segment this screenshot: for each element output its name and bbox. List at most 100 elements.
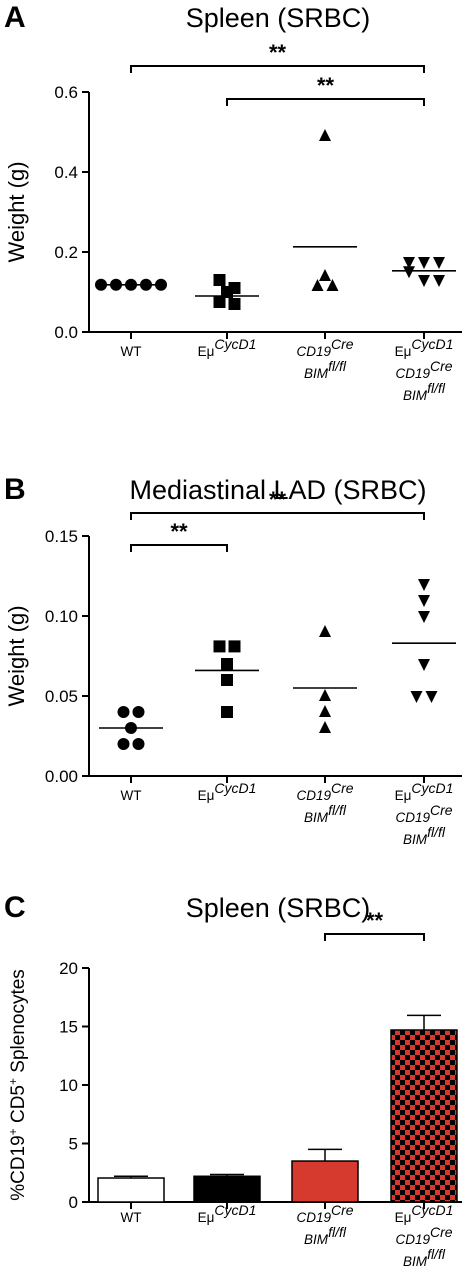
- category-label-text: Eμ: [395, 1210, 412, 1225]
- data-point: [213, 296, 226, 308]
- category-label-sup: CycD1: [411, 780, 453, 796]
- panel-b: B Mediastinal LAD (SRBC) Weight (g) 0.00 0.0…: [4, 473, 462, 847]
- significance-label: **: [269, 40, 287, 65]
- category-label: CD19Cre: [296, 1202, 353, 1225]
- data-point: [418, 257, 430, 269]
- y-axis-label-part: CD5: [8, 1085, 29, 1128]
- significance-label: **: [170, 519, 188, 544]
- category-label: CD19Cre: [395, 358, 452, 381]
- data-point: [117, 738, 130, 750]
- data-point: [221, 658, 233, 670]
- category-label-text: WT: [121, 1210, 142, 1225]
- y-tick-label: 0.10: [45, 607, 78, 626]
- data-point: [221, 706, 233, 718]
- data-point: [319, 705, 331, 717]
- data-point: [410, 691, 423, 703]
- data-point: [418, 275, 430, 287]
- y-axis-label: Weight (g): [4, 605, 29, 706]
- bar: [390, 1029, 458, 1203]
- significance-label: **: [269, 487, 287, 512]
- data-point: [433, 275, 445, 287]
- data-point: [213, 274, 226, 286]
- y-tick-label: 5: [69, 1135, 78, 1154]
- category-label-text: CD19: [296, 344, 331, 359]
- y-axis-label: Weight (g): [4, 161, 29, 262]
- category-label-sup: fl/fl: [328, 802, 347, 818]
- category-label: EμCycD1: [395, 336, 454, 359]
- significance-bracket: [226, 98, 425, 106]
- y-axis-label-part: Splenocytes: [8, 969, 29, 1078]
- y-tick-label: 0.05: [45, 687, 78, 706]
- data-point: [319, 625, 331, 637]
- data-point: [319, 269, 331, 281]
- panel-c: C Spleen (SRBC)%CD19+ CD5+ Splenocytes051…: [4, 891, 462, 1269]
- category-label: BIMfl/fl: [304, 802, 347, 825]
- category-label: CD19Cre: [296, 780, 353, 803]
- category-label-sup: fl/fl: [328, 358, 347, 374]
- category-label: EμCycD1: [395, 1202, 454, 1225]
- y-tick-label: 10: [59, 1076, 78, 1095]
- data-point: [418, 595, 430, 607]
- significance-bracket: [130, 544, 228, 552]
- y-tick-label: 15: [59, 1018, 78, 1037]
- category-label-text: CD19: [395, 366, 430, 381]
- category-label-text: BIM: [403, 1254, 428, 1269]
- data-point: [319, 721, 331, 733]
- data-point: [319, 689, 331, 701]
- category-label: EμCycD1: [395, 780, 454, 803]
- category-label: CD19Cre: [395, 1224, 452, 1247]
- data-point: [319, 129, 331, 141]
- category-label-text: CD19: [395, 810, 430, 825]
- category-label-sup: Cre: [331, 780, 354, 796]
- category-label-text: BIM: [403, 388, 428, 403]
- data-point: [132, 706, 145, 718]
- significance-label: **: [366, 908, 384, 933]
- y-tick-label: 20: [59, 959, 78, 978]
- chart-title: Mediastinal LAD (SRBC): [129, 475, 426, 505]
- panel-letter: C: [4, 891, 26, 924]
- category-label: BIMfl/fl: [403, 380, 446, 403]
- data-point: [403, 266, 415, 279]
- category-label-text: BIM: [304, 1232, 329, 1247]
- y-tick-label: 0.2: [54, 243, 78, 262]
- category-label-text: WT: [121, 344, 142, 359]
- data-point: [418, 579, 430, 591]
- y-tick-label: 0.6: [54, 83, 78, 102]
- category-label-text: Eμ: [198, 1210, 215, 1225]
- data-point: [221, 286, 233, 298]
- category-label-text: BIM: [403, 832, 428, 847]
- data-point: [228, 640, 241, 653]
- category-label-text: BIM: [304, 810, 329, 825]
- data-point: [418, 659, 430, 671]
- y-tick-label: 0.4: [54, 163, 78, 182]
- category-label-text: CD19: [296, 788, 331, 803]
- category-label-sup: Cre: [430, 358, 453, 374]
- category-label: CD19Cre: [296, 336, 353, 359]
- category-label-sup: CycD1: [214, 336, 256, 352]
- data-point: [213, 640, 226, 653]
- category-label-text: CD19: [395, 1232, 430, 1247]
- y-tick-label: 0.15: [45, 527, 78, 546]
- chart-title: Spleen (SRBC): [186, 893, 371, 923]
- significance-bracket: [130, 512, 425, 520]
- category-label-sup: CycD1: [411, 1202, 453, 1218]
- bar: [193, 1175, 261, 1203]
- category-label-sup: Cre: [331, 1202, 354, 1218]
- data-point: [403, 257, 415, 269]
- data-point: [326, 279, 339, 291]
- category-label-sup: fl/fl: [427, 1246, 446, 1262]
- category-label-sup: Cre: [331, 336, 354, 352]
- y-tick-label: 0: [69, 1193, 78, 1212]
- category-label: BIMfl/fl: [304, 1224, 347, 1247]
- y-axis-label-part: %CD19: [8, 1135, 29, 1200]
- category-label-sup: CycD1: [411, 336, 453, 352]
- category-label: WT: [121, 788, 142, 803]
- category-label-text: Eμ: [395, 788, 412, 803]
- data-point: [418, 611, 430, 623]
- category-label-sup: fl/fl: [427, 824, 446, 840]
- data-point: [425, 691, 438, 703]
- category-label: WT: [121, 344, 142, 359]
- category-label: EμCycD1: [198, 780, 257, 803]
- data-point: [311, 279, 324, 291]
